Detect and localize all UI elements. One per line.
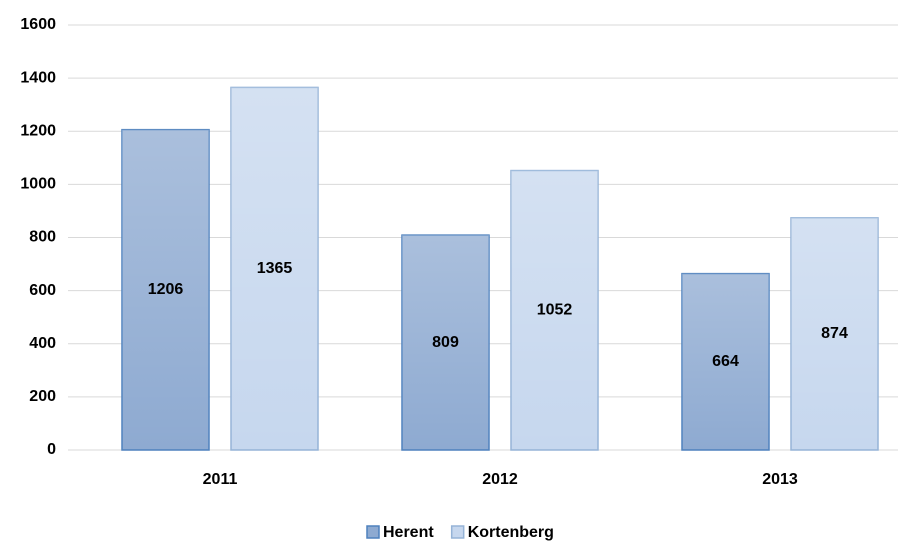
x-tick-label: 2013 [762,471,798,488]
y-tick-label: 0 [47,441,56,458]
legend-label: Kortenberg [468,524,554,541]
y-tick-label: 800 [29,229,56,246]
y-tick-label: 200 [29,388,56,405]
legend-swatch [366,525,380,539]
y-tick-label: 600 [29,282,56,299]
bar-shine [791,217,878,450]
bar-shine [511,170,598,450]
data-label: 1365 [257,260,293,277]
y-tick-label: 1600 [20,16,56,33]
data-label: 809 [432,334,459,351]
y-tick-label: 1400 [20,69,56,86]
x-tick-label: 2011 [203,471,238,488]
bar-shine [402,235,489,450]
y-tick-label: 1200 [20,122,56,139]
data-label: 664 [712,353,739,370]
bar-shine [682,273,769,450]
y-tick-label: 400 [29,335,56,352]
y-tick-label: 1000 [20,176,56,193]
data-label: 874 [821,325,848,342]
x-tick-label: 2012 [482,471,518,488]
legend-swatch [450,525,465,539]
bar-shine [231,87,318,450]
legend-label: Herent [383,524,434,541]
data-label: 1052 [537,302,573,319]
data-label: 1206 [148,281,184,298]
bar-shine [122,129,209,450]
